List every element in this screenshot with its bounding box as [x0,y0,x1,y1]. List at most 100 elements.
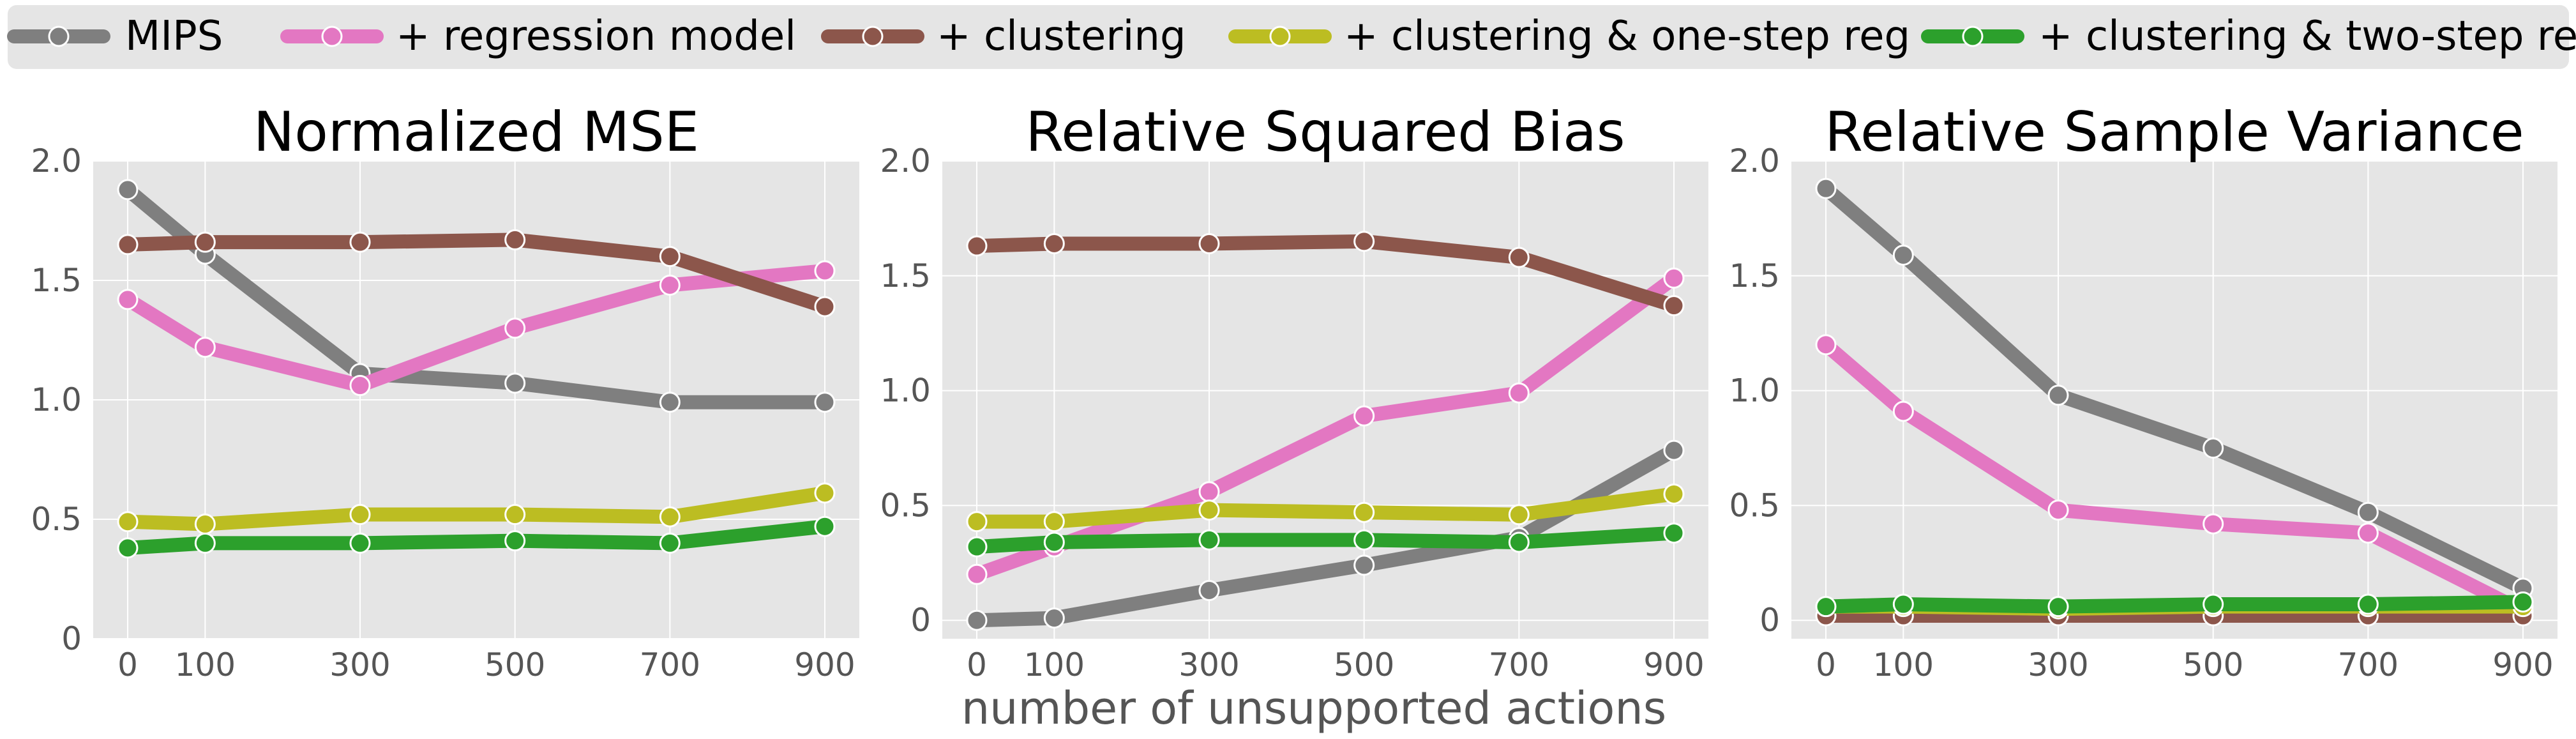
x-tick-label: 0 [1816,646,1836,683]
legend-label-mips: MIPS [125,13,223,60]
x-tick-label: 100 [1873,646,1934,683]
panel-title: Normalized MSE [253,100,699,164]
x-tick-label: 100 [175,646,236,683]
data-point [966,609,988,631]
data-point [659,532,681,554]
y-tick-label: 2.0 [31,142,82,179]
y-tick-label: 0 [910,602,931,639]
data-point [1043,232,1065,254]
data-point [659,506,681,528]
data-point [2203,513,2224,535]
legend-marker-regression-model [321,26,343,47]
y-tick-label: 2.0 [1729,142,1780,179]
data-point [1198,232,1220,254]
panel-1: Normalized MSE 0 0.5 1.0 1.5 2.0 0 100 300 500 700… [31,100,859,683]
data-point [1198,499,1220,521]
data-point [504,504,526,526]
x-tick-label: 700 [2338,646,2399,683]
panel-3: Relative Sample Variance 0 0.5 1.0 1.5 2.0 0 10… [1729,100,2557,683]
x-tick-label: 0 [117,646,138,683]
data-point [2203,438,2224,459]
data-point [349,532,371,554]
data-point [814,515,836,537]
data-point [1198,579,1220,601]
x-tick-label: 900 [794,646,855,683]
data-point [1353,501,1375,523]
x-tick-label: 500 [1334,646,1394,683]
x-tick-label: 900 [2492,646,2553,683]
data-point [2047,385,2069,406]
series-mips [1815,178,2534,599]
data-point [966,235,988,257]
series-line [970,443,1681,628]
series-line [970,234,1681,313]
data-point [1815,178,1837,199]
y-tick-label: 1.5 [1729,257,1780,294]
data-point [814,260,836,282]
data-point [1663,295,1685,317]
data-point [1043,511,1065,533]
series-line [970,271,1681,582]
legend-label-regression-model: + regression model [396,13,796,60]
series-clustering-two-step-reg [117,515,836,559]
series-line [121,485,832,531]
data-point [659,392,681,413]
data-point [117,234,139,255]
data-point [1043,531,1065,553]
data-point [504,317,526,339]
series-line [121,264,832,393]
series-regression-model [1815,334,2534,622]
data-point [194,337,216,358]
y-tick-label: 0 [61,620,82,657]
data-point [2512,591,2534,613]
panel-title: Relative Squared Bias [1025,100,1625,164]
series-clustering-two-step-reg [1815,591,2534,618]
y-tick-label: 1.5 [31,262,82,299]
data-point [1198,529,1220,551]
data-point [1892,244,1914,266]
data-point [659,246,681,268]
series-clustering [966,231,1685,317]
data-point [2357,501,2379,523]
x-tick-label: 0 [967,646,987,683]
legend-label-clustering: + clustering [937,13,1186,60]
data-point [1508,247,1530,268]
series-clustering [117,229,836,317]
data-point [814,392,836,413]
legend-marker-mips [48,26,70,47]
data-point [1198,481,1220,503]
legend-items: MIPS + regression model + clustering + clus… [7,13,2576,60]
series-line [1819,337,2530,618]
data-point [504,229,526,250]
x-tick-label: 900 [1643,646,1704,683]
y-tick-label: 1.0 [1729,372,1780,409]
data-point [504,530,526,552]
series-clustering-two-step-reg [966,522,1685,558]
series-clustering-one-step-reg [966,483,1685,533]
data-point [2203,593,2224,615]
data-point [117,537,139,559]
data-point [966,563,988,585]
data-point [1815,596,1837,618]
y-tick-label: 1.0 [31,381,82,418]
x-tick-label: 500 [2183,646,2243,683]
data-point [1353,405,1375,427]
data-point [1815,334,1837,356]
data-point [349,231,371,253]
data-point [2047,596,2069,618]
y-tick-label: 0.5 [1729,487,1780,524]
data-point [1663,439,1685,461]
x-tick-label: 700 [640,646,700,683]
x-tick-label: 100 [1024,646,1085,683]
legend-marker-clustering-two-step-reg [1962,26,1984,47]
legend-marker-clustering-one-step-reg [1269,26,1291,47]
data-point [194,532,216,554]
data-point [117,179,139,201]
data-point [1663,267,1685,289]
data-point [1663,483,1685,505]
panel-2: Relative Squared Bias 0 0.5 1.0 1.5 2.0 0 100 30… [880,100,1708,683]
series-line [1819,595,2530,614]
x-axis-label: number of unsupported actions [961,682,1666,735]
data-point [814,482,836,504]
